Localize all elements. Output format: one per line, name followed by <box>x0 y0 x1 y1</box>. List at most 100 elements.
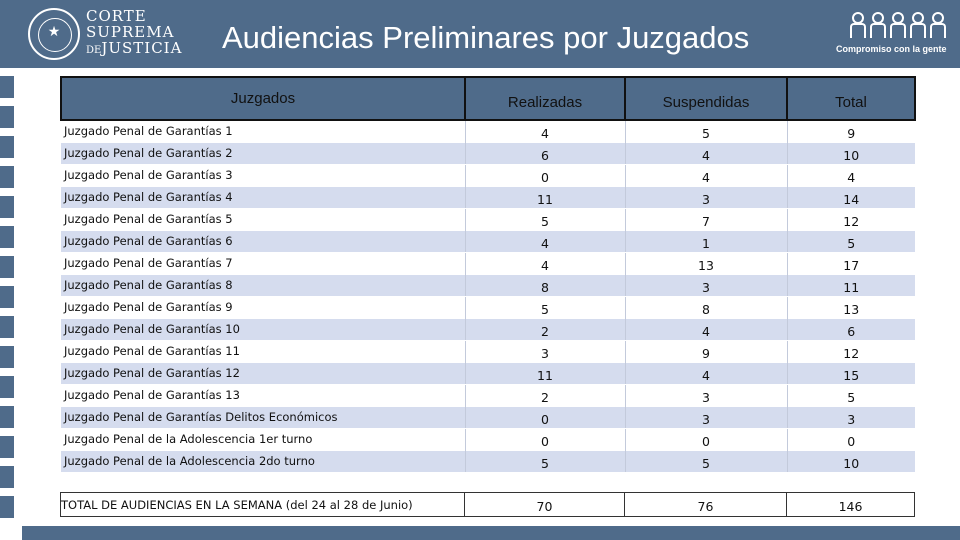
table-row: Juzgado Penal de Garantías 10 2 4 6 <box>61 317 915 341</box>
table-row: Juzgado Penal de Garantías 8 8 3 11 <box>61 273 915 297</box>
juzgado-name: Juzgado Penal de Garantías 4 <box>61 185 465 209</box>
juzgado-name: Juzgado Penal de Garantías 12 <box>61 361 465 385</box>
realizadas-cell: 5 <box>464 449 625 473</box>
suspendidas-cell: 4 <box>624 361 787 385</box>
realizadas-cell: 11 <box>464 361 625 385</box>
realizadas-cell: 8 <box>464 273 625 297</box>
table-row: Juzgado Penal de la Adolescencia 1er tur… <box>61 428 915 450</box>
realizadas-cell: 4 <box>464 252 625 274</box>
table-row: Juzgado Penal de Garantías 5 5 7 12 <box>61 208 915 230</box>
suspendidas-cell: 3 <box>624 405 787 429</box>
suspendidas-cell: 1 <box>624 229 787 253</box>
total-cell: 10 <box>786 449 915 473</box>
total-cell: 15 <box>786 361 915 385</box>
table-row: Juzgado Penal de Garantías 11 3 9 12 <box>61 340 915 362</box>
juzgado-name: Juzgado Penal de Garantías Delitos Econó… <box>61 405 465 429</box>
suspendidas-cell: 4 <box>624 141 787 165</box>
realizadas-cell: 4 <box>464 120 625 142</box>
table-row: Juzgado Penal de la Adolescencia 2do tur… <box>61 449 915 473</box>
realizadas-cell: 11 <box>464 185 625 209</box>
total-cell: 9 <box>786 120 915 142</box>
column-header-total: Total <box>786 76 916 121</box>
juzgado-name: Juzgado Penal de Garantías 3 <box>64 168 233 182</box>
total-cell: 11 <box>786 273 915 297</box>
total-cell: 12 <box>786 208 915 230</box>
total-cell: 0 <box>786 428 915 450</box>
realizadas-cell: 0 <box>464 164 625 186</box>
table-row: Juzgado Penal de Garantías 9 5 8 13 <box>61 296 915 318</box>
seal-icon: ★ <box>28 8 80 60</box>
realizadas-cell: 2 <box>464 384 625 406</box>
table-row: Juzgado Penal de Garantías 4 11 3 14 <box>61 185 915 209</box>
juzgado-name: Juzgado Penal de Garantías 1 <box>64 124 233 139</box>
column-header-realizadas: Realizadas <box>464 76 626 121</box>
suspendidas-cell: 4 <box>624 317 787 341</box>
table-header-row: Juzgados Realizadas Suspendidas Total <box>60 76 916 121</box>
header-bar: ★ CORTE SUPREMA DEJUSTICIA Audiencias Pr… <box>0 0 960 68</box>
realizadas-cell: 5 <box>464 296 625 318</box>
suspendidas-cell: 3 <box>624 384 787 406</box>
left-decoration <box>0 68 14 540</box>
compromiso-logo: Compromiso con la gente <box>836 12 947 62</box>
corte-suprema-logo: ★ CORTE SUPREMA DEJUSTICIA <box>28 6 198 62</box>
table-row: Juzgado Penal de Garantías 13 2 3 5 <box>61 384 915 406</box>
suspendidas-cell: 8 <box>624 296 787 318</box>
tagline: Compromiso con la gente <box>836 44 947 54</box>
total-realizadas: 70 <box>464 492 625 517</box>
page-title: Audiencias Preliminares por Juzgados <box>222 20 750 55</box>
total-table: TOTAL DE AUDIENCIAS EN LA SEMANA (del 24… <box>60 492 915 517</box>
suspendidas-cell: 4 <box>624 164 787 186</box>
juzgado-name: Juzgado Penal de la Adolescencia 1er tur… <box>64 432 313 446</box>
realizadas-cell: 0 <box>464 428 625 450</box>
juzgado-name: Juzgado Penal de Garantías 7 <box>64 256 233 270</box>
total-cell: 13 <box>786 296 915 318</box>
juzgado-name: Juzgado Penal de la Adolescencia 2do tur… <box>61 449 465 473</box>
people-icon <box>836 12 946 38</box>
realizadas-cell: 2 <box>464 317 625 341</box>
column-header-suspendidas: Suspendidas <box>624 76 788 121</box>
total-cell: 5 <box>786 229 915 253</box>
juzgado-name: Juzgado Penal de Garantías 2 <box>61 141 465 165</box>
total-cell: 3 <box>786 405 915 429</box>
org-name: CORTE SUPREMA DEJUSTICIA <box>86 8 182 59</box>
bottom-decoration <box>22 526 960 540</box>
realizadas-cell: 5 <box>464 208 625 230</box>
suspendidas-cell: 5 <box>624 449 787 473</box>
total-total: 146 <box>786 492 915 517</box>
table-row: Juzgado Penal de Garantías 12 11 4 15 <box>61 361 915 385</box>
org-line-2: SUPREMA <box>86 23 175 41</box>
total-cell: 6 <box>786 317 915 341</box>
suspendidas-cell: 3 <box>624 273 787 297</box>
juzgado-name: Juzgado Penal de Garantías 13 <box>64 388 240 402</box>
table-row: Juzgado Penal de Garantías Delitos Econó… <box>61 405 915 429</box>
juzgado-name: Juzgado Penal de Garantías 8 <box>61 273 465 297</box>
total-cell: 5 <box>786 384 915 406</box>
org-line-3: JUSTICIA <box>101 39 183 57</box>
juzgado-name: Juzgado Penal de Garantías 6 <box>61 229 465 253</box>
suspendidas-cell: 9 <box>624 340 787 362</box>
total-cell: 14 <box>786 185 915 209</box>
suspendidas-cell: 3 <box>624 185 787 209</box>
suspendidas-cell: 7 <box>624 208 787 230</box>
juzgado-name: Juzgado Penal de Garantías 10 <box>61 317 465 341</box>
suspendidas-cell: 5 <box>624 120 787 142</box>
juzgado-name: Juzgado Penal de Garantías 11 <box>64 344 240 358</box>
juzgado-name: Juzgado Penal de Garantías 9 <box>64 300 233 314</box>
org-line-1: CORTE <box>86 7 147 25</box>
realizadas-cell: 3 <box>464 340 625 362</box>
org-line-3-prefix: DE <box>86 45 102 56</box>
suspendidas-cell: 13 <box>624 252 787 274</box>
realizadas-cell: 4 <box>464 229 625 253</box>
total-cell: 17 <box>786 252 915 274</box>
total-row: TOTAL DE AUDIENCIAS EN LA SEMANA (del 24… <box>60 492 915 517</box>
realizadas-cell: 6 <box>464 141 625 165</box>
total-suspendidas: 76 <box>624 492 787 517</box>
realizadas-cell: 0 <box>464 405 625 429</box>
table-row: Juzgado Penal de Garantías 7 4 13 17 <box>61 252 915 274</box>
table-row: Juzgado Penal de Garantías 2 6 4 10 <box>61 141 915 165</box>
juzgado-name: Juzgado Penal de Garantías 5 <box>64 212 233 226</box>
suspendidas-cell: 0 <box>624 428 787 450</box>
